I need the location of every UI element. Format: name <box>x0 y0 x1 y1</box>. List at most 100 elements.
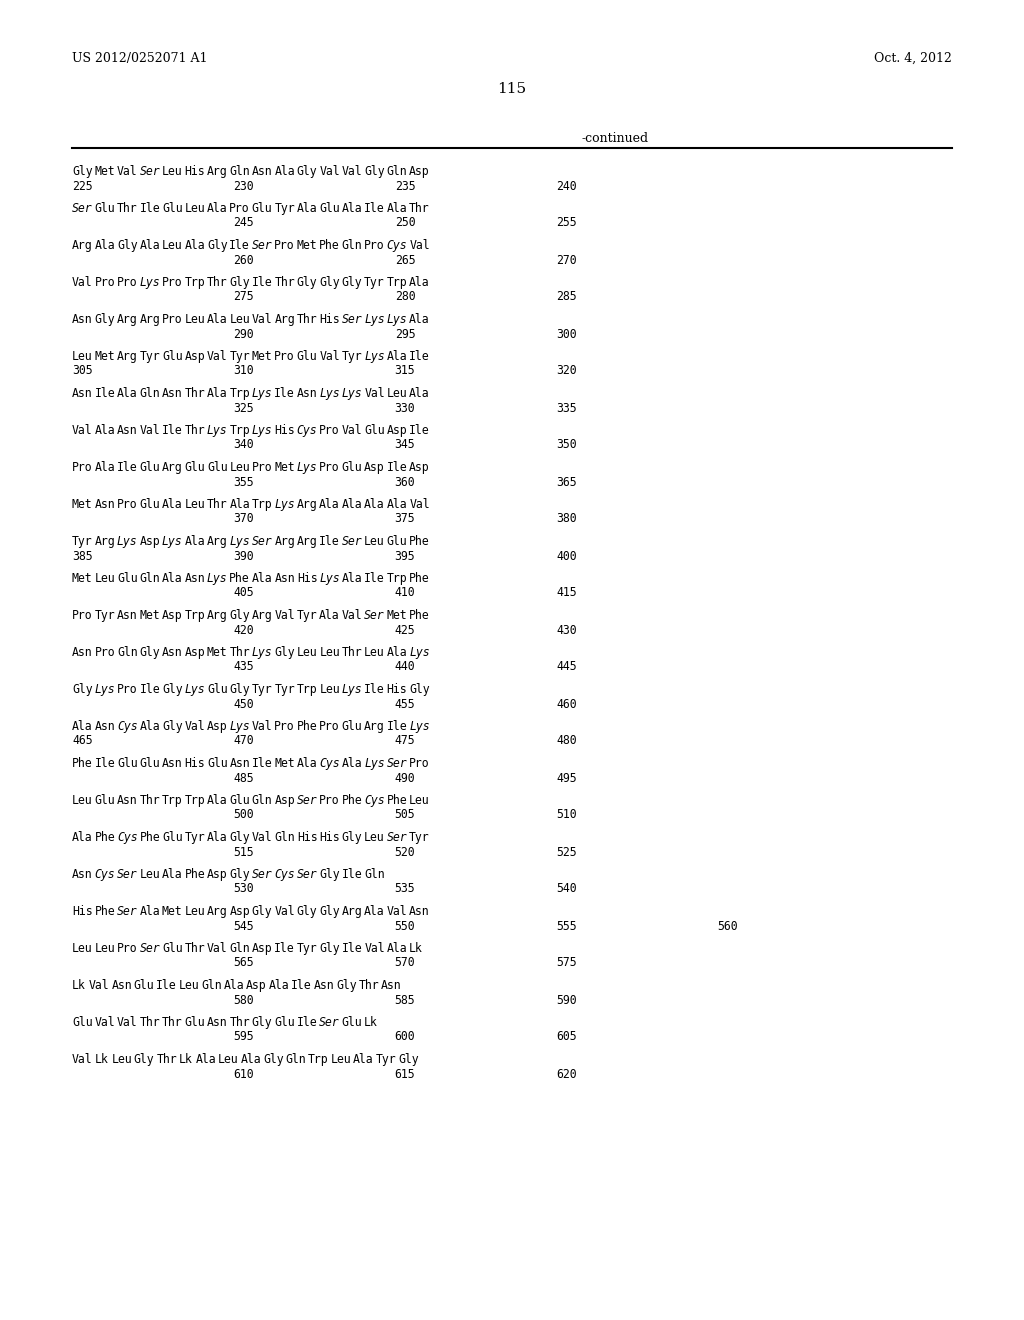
Text: Pro: Pro <box>72 609 92 622</box>
Text: Cys: Cys <box>117 832 137 843</box>
Text: Val: Val <box>342 609 362 622</box>
Text: Asn: Asn <box>229 756 250 770</box>
Text: Phe: Phe <box>94 906 115 917</box>
Text: Pro: Pro <box>252 461 272 474</box>
Text: Met: Met <box>139 609 160 622</box>
Text: Gly: Gly <box>162 719 182 733</box>
Text: Thr: Thr <box>157 1053 177 1067</box>
Text: Met: Met <box>297 239 317 252</box>
Text: 565: 565 <box>233 957 254 969</box>
Text: Leu: Leu <box>365 535 385 548</box>
Text: Arg: Arg <box>117 350 137 363</box>
Text: Ala: Ala <box>184 239 205 252</box>
Text: Lys: Lys <box>342 682 362 696</box>
Text: Val: Val <box>387 906 408 917</box>
Text: Ala: Ala <box>207 313 227 326</box>
Text: Ile: Ile <box>162 424 182 437</box>
Text: Glu: Glu <box>117 756 137 770</box>
Text: 535: 535 <box>394 883 416 895</box>
Text: Gln: Gln <box>202 979 222 993</box>
Text: Lk: Lk <box>365 1016 378 1030</box>
Text: Asn: Asn <box>117 795 137 807</box>
Text: 385: 385 <box>72 549 92 562</box>
Text: Asp: Asp <box>387 424 408 437</box>
Text: Ala: Ala <box>72 832 92 843</box>
Text: Ala: Ala <box>162 869 182 880</box>
Text: Leu: Leu <box>162 239 182 252</box>
Text: 585: 585 <box>394 994 416 1006</box>
Text: Gly: Gly <box>297 165 317 178</box>
Text: Gly: Gly <box>229 869 250 880</box>
Text: Trp: Trp <box>184 795 205 807</box>
Text: Ala: Ala <box>365 906 385 917</box>
Text: 390: 390 <box>233 549 254 562</box>
Text: Pro: Pro <box>365 239 385 252</box>
Text: Leu: Leu <box>410 795 430 807</box>
Text: Asn: Asn <box>94 719 115 733</box>
Text: Pro: Pro <box>274 350 295 363</box>
Text: Tyr: Tyr <box>252 682 272 696</box>
Text: Gly: Gly <box>410 682 430 696</box>
Text: Thr: Thr <box>410 202 430 215</box>
Text: Gly: Gly <box>72 165 92 178</box>
Text: Tyr: Tyr <box>274 202 295 215</box>
Text: Val: Val <box>365 942 385 954</box>
Text: Tyr: Tyr <box>139 350 160 363</box>
Text: Glu: Glu <box>94 202 115 215</box>
Text: Pro: Pro <box>274 239 295 252</box>
Text: Lk: Lk <box>72 979 86 993</box>
Text: Ala: Ala <box>94 424 115 437</box>
Text: Asp: Asp <box>252 942 272 954</box>
Text: 115: 115 <box>498 82 526 96</box>
Text: 255: 255 <box>556 216 577 230</box>
Text: Gly: Gly <box>229 682 250 696</box>
Text: Arg: Arg <box>207 535 227 548</box>
Text: Arg: Arg <box>297 535 317 548</box>
Text: Trp: Trp <box>297 682 317 696</box>
Text: 365: 365 <box>556 475 577 488</box>
Text: Lys: Lys <box>162 535 182 548</box>
Text: Val: Val <box>410 239 430 252</box>
Text: Lys: Lys <box>387 313 408 326</box>
Text: 510: 510 <box>556 808 577 821</box>
Text: Glu: Glu <box>319 202 340 215</box>
Text: Gln: Gln <box>342 239 362 252</box>
Text: Thr: Thr <box>184 387 205 400</box>
Text: Met: Met <box>162 906 182 917</box>
Text: Val: Val <box>252 719 272 733</box>
Text: Lys: Lys <box>229 719 250 733</box>
Text: Leu: Leu <box>184 498 205 511</box>
Text: Ser: Ser <box>139 165 160 178</box>
Text: Gly: Gly <box>229 832 250 843</box>
Text: His: His <box>297 572 317 585</box>
Text: Lys: Lys <box>252 424 272 437</box>
Text: Gln: Gln <box>229 942 250 954</box>
Text: Asn: Asn <box>381 979 401 993</box>
Text: 515: 515 <box>233 846 254 858</box>
Text: Thr: Thr <box>162 1016 182 1030</box>
Text: Ala: Ala <box>297 202 317 215</box>
Text: Ala: Ala <box>365 498 385 511</box>
Text: Ala: Ala <box>207 832 227 843</box>
Text: Ile: Ile <box>365 202 385 215</box>
Text: Asp: Asp <box>184 645 205 659</box>
Text: Cys: Cys <box>117 719 137 733</box>
Text: Lys: Lys <box>410 645 430 659</box>
Text: Phe: Phe <box>342 795 362 807</box>
Text: Phe: Phe <box>139 832 160 843</box>
Text: Met: Met <box>207 645 227 659</box>
Text: Gln: Gln <box>117 645 137 659</box>
Text: Val: Val <box>319 350 340 363</box>
Text: Leu: Leu <box>139 869 160 880</box>
Text: Glu: Glu <box>252 202 272 215</box>
Text: Ile: Ile <box>94 756 115 770</box>
Text: Lys: Lys <box>365 350 385 363</box>
Text: Val: Val <box>72 1053 92 1067</box>
Text: Ile: Ile <box>342 942 362 954</box>
Text: 360: 360 <box>394 475 416 488</box>
Text: 480: 480 <box>556 734 577 747</box>
Text: 275: 275 <box>233 290 254 304</box>
Text: 295: 295 <box>394 327 416 341</box>
Text: Asn: Asn <box>162 756 182 770</box>
Text: 590: 590 <box>556 994 577 1006</box>
